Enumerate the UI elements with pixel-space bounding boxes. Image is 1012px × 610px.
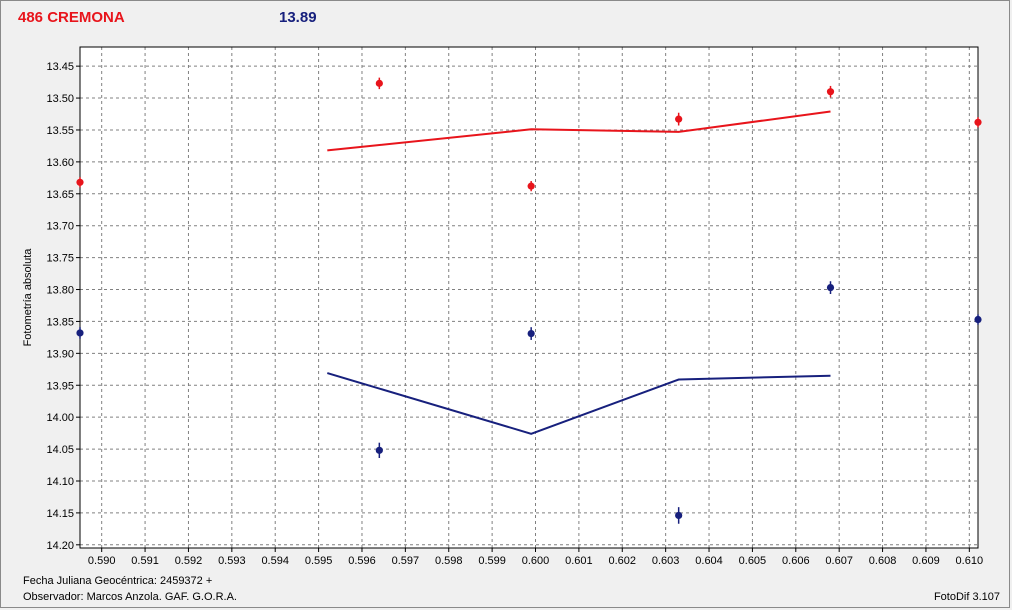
tick-labels: 0.590 0.591 0.592 0.593 0.594 0.595 0.596 0.597… [46, 61, 983, 567]
series-1 [76, 281, 982, 524]
plot-border [79, 46, 979, 549]
y-tick-label: 13.90 [46, 348, 74, 360]
x-tick-label: 0.593 [218, 555, 246, 567]
y-tick-label: 13.95 [46, 380, 74, 392]
y-tick-label: 13.75 [46, 253, 74, 265]
data-point [675, 511, 683, 520]
data-point [527, 182, 535, 190]
y-tick-label: 13.80 [46, 285, 74, 297]
y-tick-label: 13.85 [46, 316, 74, 328]
x-tick-label: 0.594 [261, 555, 289, 567]
series-0 [76, 77, 982, 192]
data-series [76, 77, 982, 524]
data-point [826, 284, 835, 292]
x-tick-label: 0.599 [478, 555, 506, 567]
target-name: 486 CREMONA [18, 9, 125, 26]
x-tick-label: 0.597 [392, 555, 420, 567]
x-tick-label: 0.601 [565, 555, 593, 567]
y-tick-label: 13.45 [46, 61, 74, 73]
data-point [76, 178, 84, 186]
y-tick-label: 14.20 [46, 540, 74, 552]
x-tick-label: 0.607 [825, 555, 853, 567]
x-tick-label: 0.598 [435, 555, 463, 567]
x-tick-label: 0.596 [348, 555, 376, 567]
x-tick-label: 0.604 [695, 555, 723, 567]
y-tick-label: 13.50 [46, 93, 74, 105]
data-point [974, 118, 982, 126]
axes [76, 46, 979, 552]
x-tick-label: 0.608 [869, 555, 897, 567]
x-tick-label: 0.591 [131, 555, 159, 567]
x-tick-label: 0.602 [609, 555, 637, 567]
x-tick-label: 0.609 [912, 555, 940, 567]
data-point [375, 79, 383, 87]
trend-line-0 [327, 110, 831, 152]
data-point [76, 329, 84, 337]
data-point [527, 329, 535, 338]
data-point [675, 115, 683, 123]
trend-line-1 [327, 372, 831, 435]
plot-area [80, 47, 978, 548]
x-tick-label: 0.600 [522, 555, 550, 567]
x-tick-label: 0.592 [175, 555, 203, 567]
y-tick-label: 13.55 [46, 125, 74, 137]
x-tick-label: 0.603 [652, 555, 680, 567]
y-tick-label: 14.05 [46, 444, 74, 456]
y-axis-label: Fotometría absoluta [22, 248, 34, 347]
observer-label: Observador: Marcos Anzola. GAF. G.O.R.A. [23, 591, 237, 603]
x-tick-label: 0.610 [956, 555, 984, 567]
data-point [375, 446, 383, 454]
y-tick-label: 14.15 [46, 508, 74, 520]
reference-magnitude: 13.89 [279, 9, 317, 26]
data-point [974, 315, 982, 324]
y-tick-label: 14.00 [46, 412, 74, 424]
data-point [826, 88, 835, 96]
y-tick-label: 13.60 [46, 157, 74, 169]
x-tick-label: 0.590 [88, 555, 116, 567]
x-tick-label: 0.606 [782, 555, 810, 567]
x-tick-label: 0.595 [305, 555, 333, 567]
julian-date-label: Fecha Juliana Geocéntrica: 2459372 + [23, 575, 213, 587]
x-tick-label: 0.605 [739, 555, 767, 567]
software-label: FotoDif 3.107 [933, 591, 1000, 603]
y-tick-label: 13.65 [46, 189, 74, 201]
y-tick-label: 13.70 [46, 221, 74, 233]
y-tick-label: 14.10 [46, 476, 74, 488]
